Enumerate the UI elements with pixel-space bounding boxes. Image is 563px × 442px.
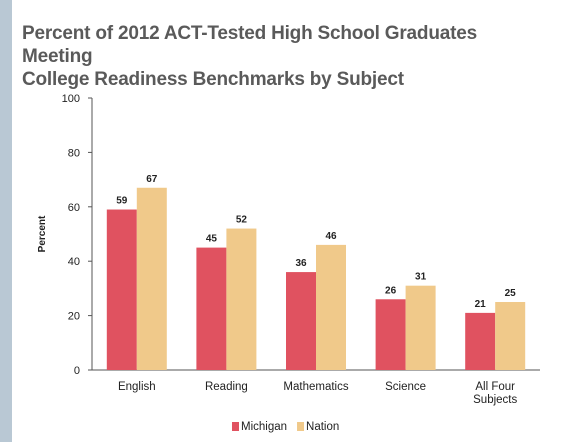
bar-nation xyxy=(226,228,257,370)
data-label-nation: 25 xyxy=(505,288,517,299)
x-tick-label: Subjects xyxy=(473,394,517,406)
legend-label-nation: Nation xyxy=(306,421,339,433)
data-label-nation: 52 xyxy=(236,215,248,226)
data-label-michigan: 21 xyxy=(475,299,487,310)
bar-michigan xyxy=(375,299,406,370)
x-tick-label: Science xyxy=(385,381,426,393)
bar-nation xyxy=(316,244,346,370)
data-label-michigan: 59 xyxy=(116,196,128,207)
chart-title: Percent of 2012 ACT-Tested High School G… xyxy=(22,22,542,91)
data-label-nation: 46 xyxy=(325,231,337,242)
chart-legend: Michigan Nation xyxy=(232,421,339,433)
x-tick-label: All Four xyxy=(475,381,515,393)
y-tick-label: 20 xyxy=(68,311,80,323)
y-tick-label: 100 xyxy=(62,93,80,105)
legend-swatch-michigan xyxy=(232,422,239,431)
bar-nation xyxy=(136,187,167,370)
x-tick-label: Reading xyxy=(205,381,248,393)
bar-michigan xyxy=(286,272,316,370)
y-tick-label: 80 xyxy=(68,147,80,159)
x-tick-label: English xyxy=(118,381,156,393)
bar-nation xyxy=(495,302,526,370)
y-tick-label: 60 xyxy=(68,202,80,214)
bar-michigan xyxy=(465,312,496,370)
bar-nation xyxy=(405,285,436,370)
data-label-michigan: 45 xyxy=(206,234,218,245)
x-tick-label: Mathematics xyxy=(283,381,348,393)
bar-michigan xyxy=(196,247,227,370)
y-tick-label: 0 xyxy=(74,365,80,377)
data-label-michigan: 36 xyxy=(295,258,307,269)
chart-bars xyxy=(106,187,526,370)
bar-michigan xyxy=(106,209,137,370)
legend-swatch-nation xyxy=(297,422,305,431)
chart-title-line-1: Percent of 2012 ACT-Tested High School G… xyxy=(22,23,477,67)
chart-labels: 59 67 English 45 52 Reading 36 46 Mathematics 26 3… xyxy=(116,174,517,406)
data-label-michigan: 26 xyxy=(385,285,397,296)
chart-title-line-2: College Readiness Benchmarks by Subject xyxy=(22,69,404,90)
data-label-nation: 67 xyxy=(146,174,158,185)
y-tick-label: 40 xyxy=(68,256,80,268)
data-label-nation: 31 xyxy=(415,272,427,283)
y-axis-label: Percent xyxy=(37,215,48,252)
legend-label-michigan: Michigan xyxy=(241,421,287,433)
